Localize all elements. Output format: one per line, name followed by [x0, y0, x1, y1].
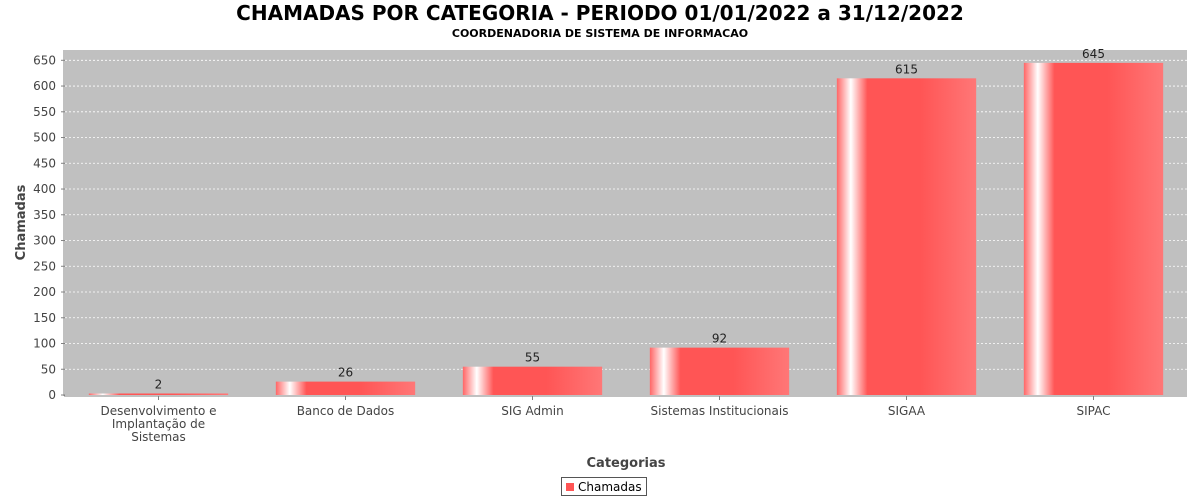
chart-subtitle: COORDENADORIA DE SISTEMA DE INFORMACAO — [451, 27, 749, 40]
y-tick-label: 450 — [33, 156, 56, 170]
x-tick-label: SIG Admin — [501, 404, 564, 418]
bar — [836, 78, 977, 395]
y-tick-label: 550 — [33, 105, 56, 119]
bar — [88, 393, 229, 395]
bar — [1023, 62, 1164, 395]
y-axis-label: Chamadas — [14, 184, 29, 260]
y-tick-label: 600 — [33, 79, 56, 93]
bar-value-label: 55 — [525, 351, 540, 365]
x-tick-label: Sistemas — [131, 430, 186, 444]
y-tick-label: 50 — [41, 362, 56, 376]
x-tick-label: Sistemas Institucionais — [651, 404, 789, 418]
y-tick-label: 0 — [48, 388, 56, 402]
chart-legend: Chamadas — [561, 477, 647, 496]
chart-title: CHAMADAS POR CATEGORIA - PERIODO 01/01/2… — [236, 1, 964, 25]
x-tick-label: Implantação de — [112, 417, 205, 431]
x-tick-label: SIGAA — [888, 404, 926, 418]
bar — [462, 366, 603, 395]
y-tick-label: 650 — [33, 53, 56, 67]
x-tick-label: SIPAC — [1076, 404, 1110, 418]
x-axis-label: Categorias — [587, 456, 666, 471]
x-tick-label: Banco de Dados — [297, 404, 395, 418]
bar-value-label: 26 — [338, 366, 353, 380]
bar-value-label: 2 — [155, 378, 163, 392]
y-tick-label: 200 — [33, 285, 56, 299]
legend-swatch — [566, 482, 574, 491]
bar-value-label: 92 — [712, 332, 727, 346]
y-tick-label: 250 — [33, 259, 56, 273]
y-tick-label: 400 — [33, 182, 56, 196]
plot-area — [65, 50, 1187, 395]
y-tick-label: 500 — [33, 131, 56, 145]
y-tick-label: 100 — [33, 337, 56, 351]
y-tick-label: 350 — [33, 208, 56, 222]
bar — [649, 347, 790, 395]
bar — [275, 381, 416, 395]
y-tick-label: 150 — [33, 311, 56, 325]
y-tick-label: 300 — [33, 234, 56, 248]
bar-value-label: 645 — [1082, 47, 1105, 61]
bar-value-label: 615 — [895, 62, 918, 76]
x-tick-label: Desenvolvimento e — [101, 404, 217, 418]
legend-label: Chamadas — [578, 479, 642, 494]
